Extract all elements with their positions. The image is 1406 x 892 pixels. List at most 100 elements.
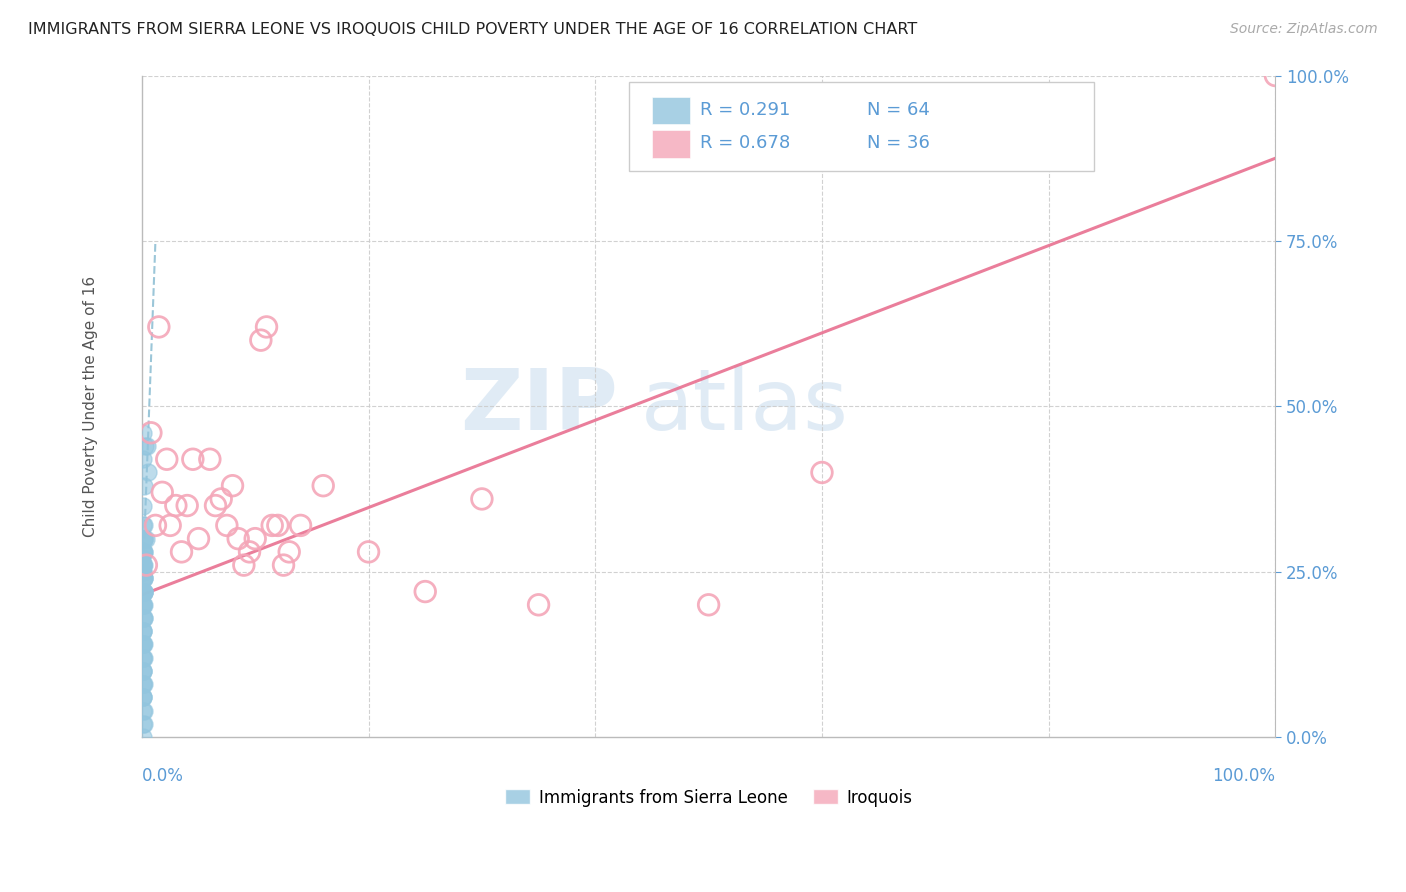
FancyBboxPatch shape — [630, 82, 1094, 171]
Point — [132, 717, 155, 731]
Point — [136, 439, 159, 453]
Point — [132, 571, 155, 585]
Point — [132, 545, 155, 559]
Point — [132, 730, 155, 744]
Text: atlas: atlas — [641, 365, 849, 448]
Point — [132, 690, 155, 705]
Text: Source: ZipAtlas.com: Source: ZipAtlas.com — [1230, 22, 1378, 37]
FancyBboxPatch shape — [652, 129, 690, 158]
Point — [357, 545, 380, 559]
Point — [132, 558, 155, 573]
Point — [215, 518, 238, 533]
Point — [156, 452, 179, 467]
Text: N = 64: N = 64 — [868, 101, 931, 119]
Point — [150, 485, 173, 500]
Point — [132, 571, 155, 585]
Point — [132, 425, 155, 440]
Point — [132, 664, 155, 678]
Point — [1264, 69, 1286, 83]
Point — [136, 466, 159, 480]
Point — [132, 545, 155, 559]
Point — [132, 650, 155, 665]
Point — [132, 532, 155, 546]
Point — [267, 518, 290, 533]
Point — [273, 558, 295, 573]
Point — [204, 499, 226, 513]
Point — [221, 479, 243, 493]
Point — [187, 532, 209, 546]
Point — [132, 664, 155, 678]
Point — [232, 558, 254, 573]
Point — [132, 611, 155, 625]
Point — [170, 545, 193, 559]
Text: N = 36: N = 36 — [868, 134, 931, 152]
Point — [471, 491, 494, 506]
Point — [132, 638, 155, 652]
Point — [132, 584, 155, 599]
Point — [132, 584, 155, 599]
Point — [132, 571, 155, 585]
Point — [278, 545, 301, 559]
Point — [132, 545, 155, 559]
Point — [135, 558, 157, 573]
Point — [132, 677, 155, 691]
Point — [176, 499, 198, 513]
Point — [132, 598, 155, 612]
Point — [159, 518, 181, 533]
Point — [139, 425, 162, 440]
Point — [132, 584, 155, 599]
Point — [181, 452, 204, 467]
Point — [132, 479, 155, 493]
Point — [132, 624, 155, 639]
Point — [132, 638, 155, 652]
Point — [132, 558, 155, 573]
Point — [132, 518, 155, 533]
Text: R = 0.678: R = 0.678 — [700, 134, 790, 152]
Point — [148, 320, 170, 334]
Point — [250, 333, 273, 347]
FancyBboxPatch shape — [652, 96, 690, 125]
Text: Child Poverty Under the Age of 16: Child Poverty Under the Age of 16 — [83, 276, 98, 537]
Point — [132, 677, 155, 691]
Point — [132, 664, 155, 678]
Point — [132, 558, 155, 573]
Point — [256, 320, 278, 334]
Point — [131, 551, 153, 566]
Point — [245, 532, 267, 546]
Point — [132, 571, 155, 585]
Point — [527, 598, 550, 612]
Point — [209, 491, 232, 506]
Point — [811, 466, 834, 480]
Point — [262, 518, 284, 533]
Point — [132, 624, 155, 639]
Point — [132, 565, 155, 579]
Point — [145, 518, 167, 533]
Point — [132, 545, 155, 559]
Point — [238, 545, 260, 559]
Text: R = 0.291: R = 0.291 — [700, 101, 790, 119]
Text: 0.0%: 0.0% — [142, 767, 184, 785]
Point — [132, 690, 155, 705]
Point — [132, 532, 155, 546]
Legend: Immigrants from Sierra Leone, Iroquois: Immigrants from Sierra Leone, Iroquois — [499, 782, 918, 814]
Point — [132, 638, 155, 652]
Point — [132, 584, 155, 599]
Point — [132, 690, 155, 705]
Point — [198, 452, 221, 467]
Point — [132, 584, 155, 599]
Point — [132, 532, 155, 546]
Point — [132, 518, 155, 533]
Point — [132, 704, 155, 718]
Point — [134, 439, 156, 453]
Point — [132, 611, 155, 625]
Point — [132, 704, 155, 718]
Point — [132, 598, 155, 612]
Point — [132, 624, 155, 639]
Point — [132, 598, 155, 612]
Point — [132, 499, 155, 513]
Point — [132, 598, 155, 612]
Point — [132, 677, 155, 691]
Point — [132, 611, 155, 625]
Point — [132, 565, 155, 579]
Point — [413, 584, 436, 599]
